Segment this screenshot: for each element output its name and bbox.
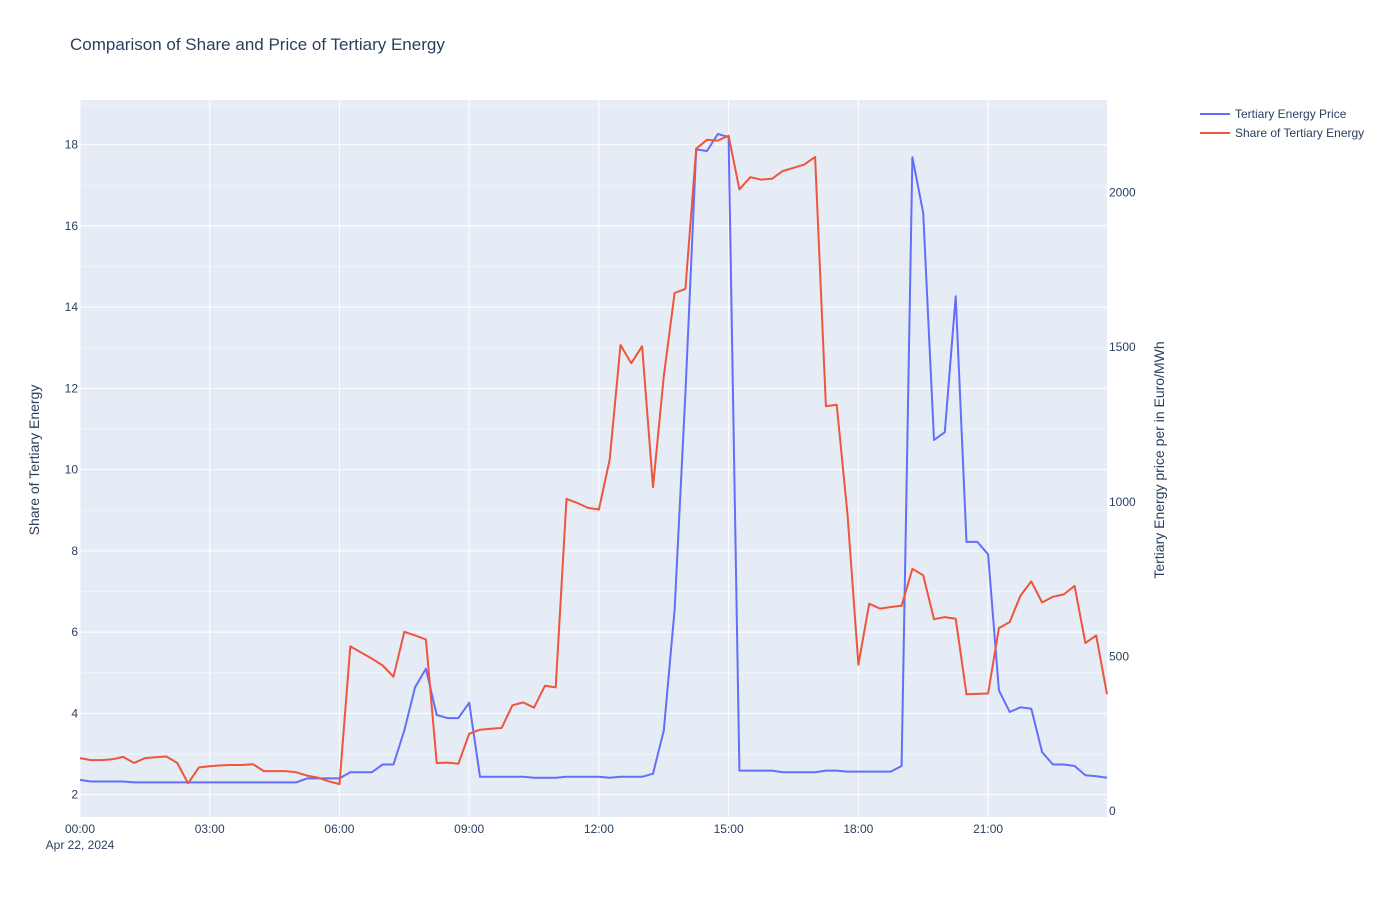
y-axis-right: 0 500 1000 1500 2000: [1109, 186, 1136, 818]
legend-label-share: Share of Tertiary Energy: [1235, 126, 1364, 140]
gridlines: [79, 100, 1107, 817]
y-axis-left-title: Share of Tertiary Energy: [26, 385, 42, 536]
x-tick-label: 15:00: [714, 822, 744, 836]
y-left-tick-label: 8: [71, 544, 78, 558]
y-left-tick-label: 2: [71, 788, 78, 802]
x-tick-label: 12:00: [584, 822, 614, 836]
x-tick-label: 03:00: [195, 822, 225, 836]
y-right-tick-label: 1500: [1109, 340, 1136, 354]
y-left-tick-label: 4: [71, 706, 78, 720]
y-left-tick-label: 16: [65, 219, 79, 233]
y-right-tick-label: 0: [1109, 804, 1116, 818]
y-left-tick-label: 6: [71, 625, 78, 639]
y-axis-right-title: Tertiary Energy price per in Euro/MWh: [1151, 341, 1167, 578]
legend-label-price: Tertiary Energy Price: [1235, 107, 1347, 121]
legend-item-price[interactable]: Tertiary Energy Price: [1200, 107, 1347, 121]
y-left-tick-label: 14: [65, 300, 79, 314]
x-axis: 00:00 03:00 06:00 09:00 12:00 15:00 18:00 21:00: [65, 822, 1003, 836]
x-tick-label: 06:00: [324, 822, 354, 836]
y-left-tick-label: 12: [65, 381, 79, 395]
y-right-tick-label: 1000: [1109, 495, 1136, 509]
plot-area: [80, 100, 1107, 817]
legend-item-share[interactable]: Share of Tertiary Energy: [1200, 126, 1364, 140]
x-tick-label: 00:00: [65, 822, 95, 836]
y-axis-left: 2 4 6 8 10 12 14 16 18: [65, 138, 79, 802]
series-line-price: [79, 133, 1108, 784]
series-line-share: [79, 134, 1108, 786]
x-tick-label: 21:00: [973, 822, 1003, 836]
y-left-tick-label: 18: [65, 138, 79, 152]
x-tick-label: 09:00: [454, 822, 484, 836]
y-right-tick-label: 2000: [1109, 186, 1136, 200]
x-date-label: Apr 22, 2024: [46, 838, 115, 852]
legend[interactable]: Tertiary Energy Price Share of Tertiary …: [1200, 107, 1364, 140]
y-right-tick-label: 500: [1109, 649, 1129, 663]
series-layer: [79, 133, 1108, 786]
x-tick-label: 18:00: [843, 822, 873, 836]
y-left-tick-label: 10: [65, 463, 79, 477]
chart-title: Comparison of Share and Price of Tertiar…: [70, 35, 445, 54]
